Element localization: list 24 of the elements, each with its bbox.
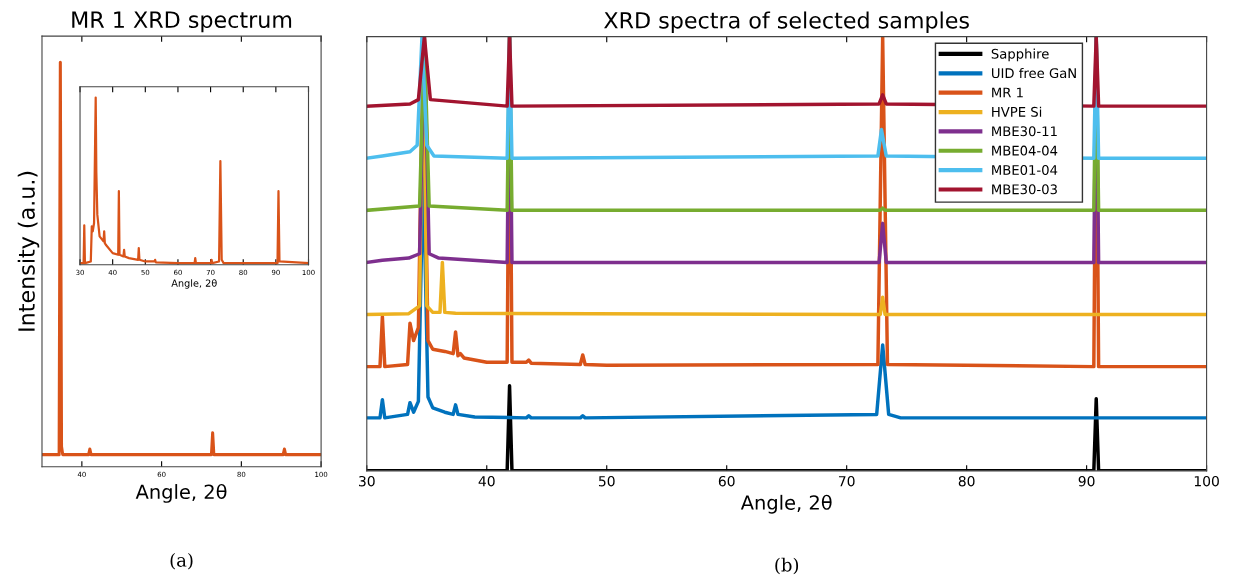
legend-label: MBE30-03	[992, 184, 1057, 195]
x-axis-title: Angle, 2θ	[740, 494, 832, 514]
y-axis-title: Intensity (a.u.)	[17, 171, 40, 331]
x-tick-label: 70	[838, 475, 855, 487]
x-axis-title: Angle, 2θ	[135, 483, 227, 503]
x-tick-label: 100	[1194, 475, 1219, 487]
x-tick-label: 40	[478, 475, 495, 487]
legend-label: Sapphire	[991, 48, 1049, 62]
x-tick-label: 30	[359, 475, 375, 487]
x-axis-title: Angle, 2θ	[171, 279, 217, 289]
x-tick-label: 50	[598, 475, 615, 487]
chart-title: MR 1 XRD spectrum	[72, 11, 292, 33]
chart-title: XRD spectra of selected samples	[604, 11, 969, 33]
text: (a)	[170, 552, 193, 570]
legend-label: MBE30-11	[992, 126, 1057, 137]
x-tick-label: 60	[718, 475, 735, 487]
legend-label: MR 1	[992, 87, 1023, 98]
legend-label: MBE04-04	[992, 145, 1058, 156]
legend-label: UID free GaN	[992, 67, 1076, 79]
x-tick-label: 90	[1078, 475, 1095, 487]
legend-label: HVPE Si	[992, 106, 1042, 117]
x-tick-label: 80	[958, 475, 975, 487]
text: (b)	[775, 557, 799, 575]
legend-label: MBE01-04	[992, 164, 1058, 175]
